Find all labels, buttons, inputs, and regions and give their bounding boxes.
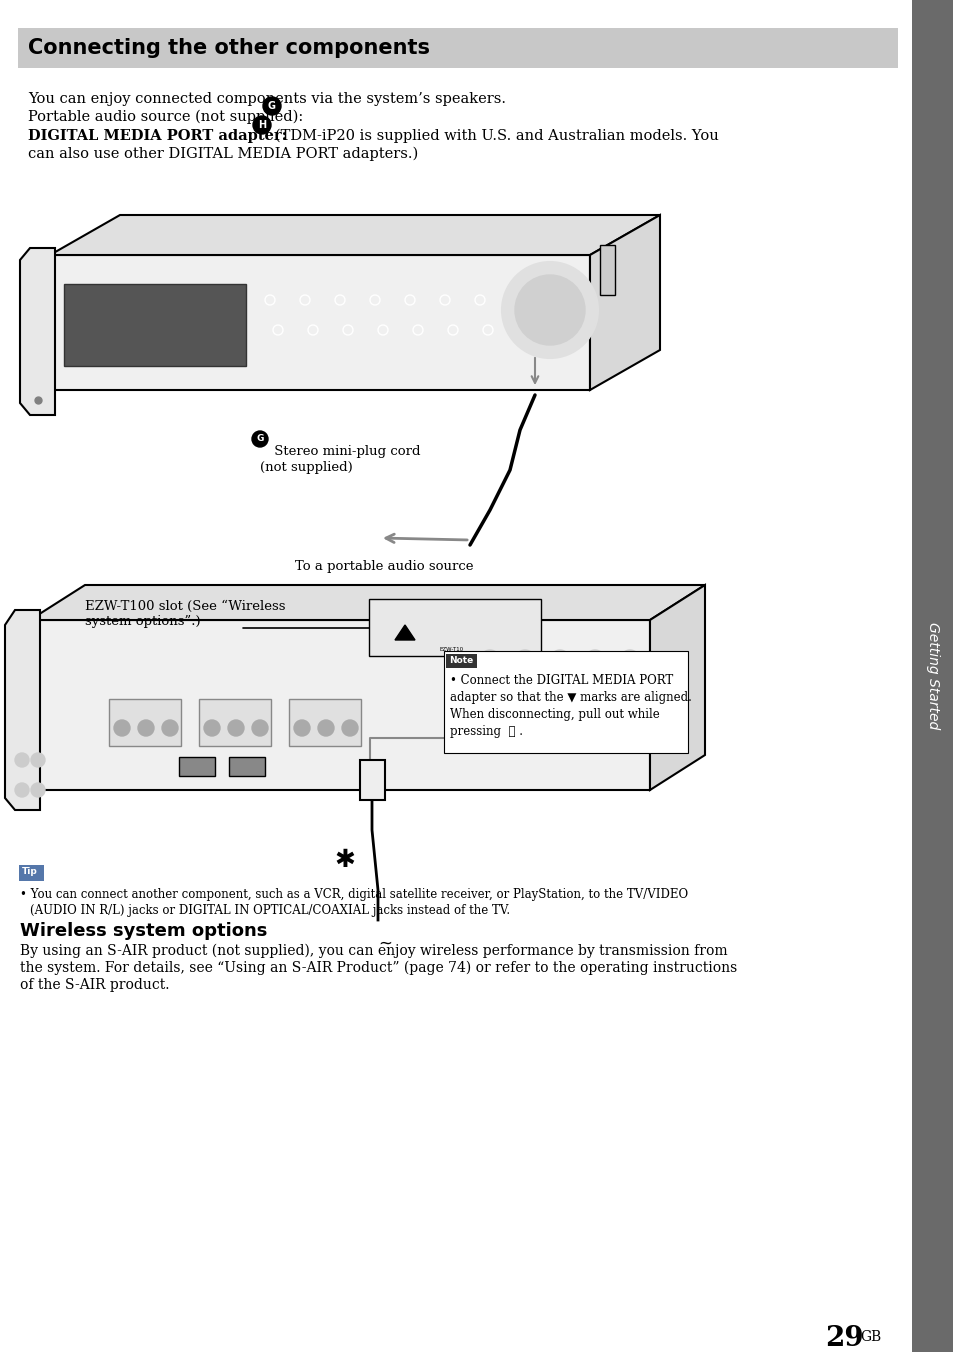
Polygon shape [359, 760, 385, 800]
Circle shape [501, 262, 598, 358]
Polygon shape [589, 215, 659, 389]
Text: 29: 29 [824, 1325, 862, 1352]
FancyBboxPatch shape [289, 699, 360, 746]
Polygon shape [50, 215, 659, 256]
Text: By using an S-AIR product (not supplied), you can enjoy wireless performance by : By using an S-AIR product (not supplied)… [20, 944, 727, 959]
Circle shape [162, 721, 178, 735]
Circle shape [252, 431, 268, 448]
Text: ~: ~ [377, 936, 392, 953]
Text: Getting Started: Getting Started [925, 622, 939, 730]
FancyBboxPatch shape [18, 28, 897, 68]
FancyBboxPatch shape [230, 757, 265, 776]
Polygon shape [395, 625, 415, 639]
Text: Connecting the other components: Connecting the other components [28, 38, 430, 58]
FancyBboxPatch shape [443, 652, 687, 753]
Circle shape [138, 721, 153, 735]
Text: • You can connect another component, such as a VCR, digital satellite receiver, : • You can connect another component, suc… [20, 888, 687, 900]
Text: G: G [268, 101, 275, 111]
Circle shape [294, 721, 310, 735]
Text: G: G [256, 434, 263, 443]
Circle shape [252, 721, 268, 735]
Polygon shape [5, 610, 40, 810]
Polygon shape [20, 247, 55, 415]
Circle shape [624, 685, 644, 704]
Circle shape [30, 783, 45, 796]
Circle shape [263, 97, 281, 115]
Circle shape [589, 685, 609, 704]
Circle shape [456, 704, 473, 721]
Circle shape [317, 721, 334, 735]
Text: ✱: ✱ [335, 848, 355, 872]
Circle shape [15, 783, 29, 796]
Text: You can enjoy connected components via the system’s speakers.: You can enjoy connected components via t… [28, 92, 505, 105]
Text: DIGITAL MEDIA PORT: DIGITAL MEDIA PORT [477, 718, 650, 731]
Circle shape [341, 721, 357, 735]
FancyBboxPatch shape [599, 245, 615, 295]
Text: (not supplied): (not supplied) [260, 461, 353, 475]
Circle shape [15, 753, 29, 767]
Text: EZW-T100 slot (See “Wireless
system options”.): EZW-T100 slot (See “Wireless system opti… [85, 600, 285, 627]
Polygon shape [30, 585, 704, 621]
Text: Note: Note [449, 657, 473, 665]
FancyBboxPatch shape [109, 699, 181, 746]
Circle shape [228, 721, 244, 735]
Text: (AUDIO IN R/L) jacks or DIGITAL IN OPTICAL/COAXIAL jacks instead of the TV.: (AUDIO IN R/L) jacks or DIGITAL IN OPTIC… [30, 904, 510, 917]
Polygon shape [649, 585, 704, 790]
Polygon shape [50, 256, 589, 389]
Text: GB: GB [859, 1330, 881, 1344]
Text: Wireless system options: Wireless system options [20, 922, 267, 940]
Text: H: H [460, 707, 468, 717]
Polygon shape [30, 621, 649, 790]
Text: When disconnecting, pull out while: When disconnecting, pull out while [450, 708, 659, 721]
Circle shape [113, 721, 130, 735]
FancyBboxPatch shape [64, 284, 246, 366]
Text: adapter (page 73): adapter (page 73) [477, 733, 598, 746]
Circle shape [30, 753, 45, 767]
Circle shape [484, 685, 504, 704]
FancyBboxPatch shape [911, 0, 953, 1352]
Text: pressing  ✱ .: pressing ✱ . [450, 725, 522, 738]
Text: DIGITAL MEDIA PORT adapter:: DIGITAL MEDIA PORT adapter: [28, 128, 287, 143]
Text: To a portable audio source: To a portable audio source [294, 560, 473, 573]
Circle shape [204, 721, 220, 735]
Circle shape [479, 650, 499, 671]
Text: can also use other DIGITAL MEDIA PORT adapters.): can also use other DIGITAL MEDIA PORT ad… [28, 147, 417, 161]
FancyBboxPatch shape [179, 757, 215, 776]
Circle shape [253, 116, 271, 134]
Circle shape [515, 650, 535, 671]
FancyBboxPatch shape [369, 599, 540, 656]
Circle shape [584, 650, 604, 671]
Circle shape [550, 650, 569, 671]
Circle shape [619, 650, 639, 671]
Text: adapter so that the ▼ marks are aligned.: adapter so that the ▼ marks are aligned. [450, 691, 691, 704]
Circle shape [555, 685, 575, 704]
Text: H: H [257, 120, 266, 130]
FancyBboxPatch shape [446, 653, 477, 668]
Text: (TDM-iP20 is supplied with U.S. and Australian models. You: (TDM-iP20 is supplied with U.S. and Aust… [274, 128, 718, 143]
Text: Tip: Tip [22, 868, 38, 876]
FancyBboxPatch shape [199, 699, 271, 746]
Text: Portable audio source (not supplied):: Portable audio source (not supplied): [28, 110, 303, 124]
Text: of the S-AIR product.: of the S-AIR product. [20, 977, 170, 992]
Text: the system. For details, see “Using an S-AIR Product” (page 74) or refer to the : the system. For details, see “Using an S… [20, 961, 737, 975]
Text: Stereo mini-plug cord: Stereo mini-plug cord [270, 445, 420, 458]
Text: • Connect the DIGITAL MEDIA PORT: • Connect the DIGITAL MEDIA PORT [450, 675, 673, 687]
FancyBboxPatch shape [19, 864, 45, 880]
Circle shape [515, 274, 584, 345]
Text: EZW-T10: EZW-T10 [439, 648, 464, 652]
Circle shape [519, 685, 539, 704]
